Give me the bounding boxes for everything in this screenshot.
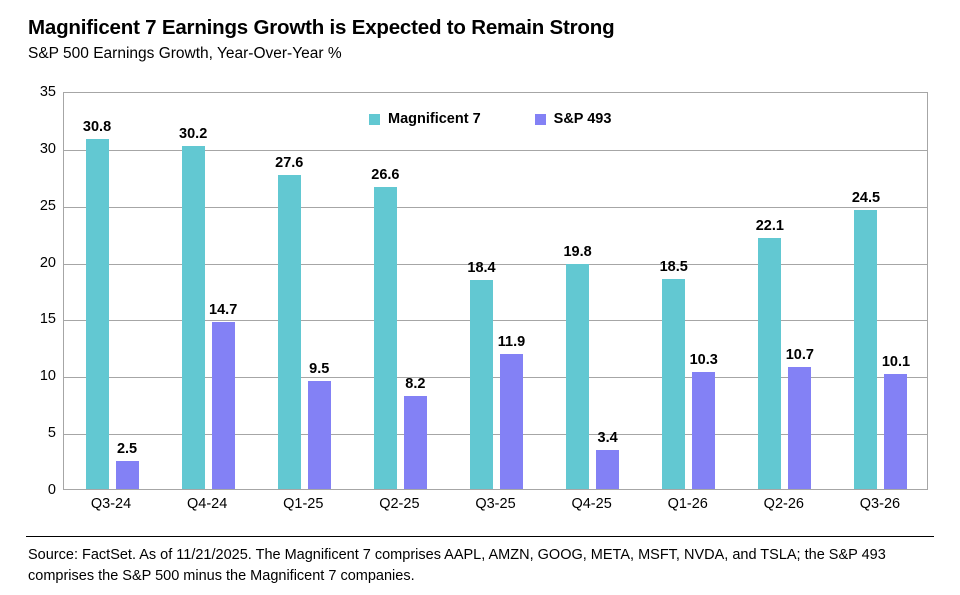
- data-label: 26.6: [371, 166, 400, 183]
- data-label: 18.5: [659, 258, 688, 275]
- bar-q4-25-mag7[interactable]: [566, 263, 590, 489]
- data-label: 27.6: [275, 155, 304, 172]
- data-label: 22.1: [755, 217, 784, 234]
- x-axis-tick-label: Q4-25: [571, 496, 612, 512]
- data-label: 9.5: [309, 360, 330, 377]
- gridline: [64, 206, 927, 208]
- x-axis-tick-label: Q3-24: [90, 496, 132, 512]
- y-axis-tick-label: 5: [47, 425, 56, 442]
- x-axis-tick-label: Q1-25: [283, 496, 324, 512]
- data-label: 30.2: [179, 125, 208, 142]
- page-subtitle: S&P 500 Earnings Growth, Year-Over-Year …: [28, 45, 342, 62]
- bar-q3-26-sp493[interactable]: [884, 374, 908, 489]
- bar-q4-24-sp493[interactable]: [211, 321, 235, 489]
- source-note: Source: FactSet. As of 11/21/2025. The M…: [28, 547, 886, 584]
- bar-q1-25-mag7[interactable]: [277, 175, 301, 489]
- gridline: [64, 263, 927, 265]
- bar-q2-26-sp493[interactable]: [788, 367, 812, 489]
- bar-q2-25-mag7[interactable]: [373, 186, 397, 489]
- bar-q3-25-mag7[interactable]: [470, 279, 493, 489]
- bar-q3-24-sp493[interactable]: [115, 460, 139, 489]
- bar-q4-24-mag7[interactable]: [181, 145, 205, 489]
- gridline: [64, 377, 927, 379]
- bar-q1-26-sp493[interactable]: [692, 371, 716, 489]
- bar-q1-26-mag7[interactable]: [662, 278, 686, 489]
- data-label: 10.7: [785, 347, 814, 364]
- x-axis-tick-label: Q4-24: [187, 496, 228, 512]
- bar-q2-25-sp493[interactable]: [403, 395, 427, 489]
- x-axis-tick-label: Q1-26: [667, 496, 708, 512]
- bar-q3-24-mag7[interactable]: [85, 138, 109, 489]
- y-axis-tick-label: 10: [39, 368, 56, 385]
- y-axis-tick-label: 0: [47, 482, 56, 498]
- x-axis-tick-label: Q3-26: [859, 496, 901, 512]
- data-label: 19.8: [563, 243, 592, 260]
- x-axis-tick-label: Q2-25: [379, 496, 420, 512]
- data-label: 14.7: [209, 301, 238, 318]
- y-axis-tick-label: 20: [39, 254, 56, 271]
- chart-legend: Magnificent 7 S&P 493: [369, 109, 611, 129]
- bar-q2-26-mag7[interactable]: [758, 237, 782, 489]
- bar-q3-25-sp493[interactable]: [500, 353, 523, 489]
- legend-label-sp493: S&P 493: [553, 111, 612, 127]
- x-axis-tick-label: Q2-26: [763, 496, 804, 512]
- legend-swatch-icon-mag7: [369, 113, 380, 125]
- data-label: 24.5: [851, 190, 881, 207]
- y-axis: 0 5 10 15 20 25 30 35: [0, 84, 56, 498]
- data-label: 3.4: [597, 430, 618, 447]
- footer-divider: [26, 536, 934, 537]
- data-label: 10.3: [689, 351, 718, 368]
- data-label: 30.8: [82, 118, 112, 135]
- legend-swatch-icon-sp493: [534, 113, 546, 125]
- legend-item-mag7[interactable]: Magnificent 7: [369, 111, 481, 127]
- data-label: 10.1: [881, 354, 911, 371]
- gridline: [64, 149, 927, 151]
- bar-q3-26-mag7[interactable]: [854, 210, 878, 489]
- gridline: [64, 320, 927, 322]
- data-label: 11.9: [497, 333, 526, 350]
- data-label: 18.4: [467, 259, 496, 276]
- y-axis-tick-label: 35: [39, 84, 56, 100]
- x-axis: Q3-24 Q4-24 Q1-25 Q2-25 Q3-25 Q4-25 Q1-26 Q2-26…: [63, 496, 928, 526]
- gridline: [64, 434, 927, 436]
- bar-q1-25-sp493[interactable]: [307, 380, 331, 489]
- legend-item-sp493[interactable]: S&P 493: [534, 111, 612, 127]
- y-axis-tick-label: 30: [39, 140, 56, 157]
- legend-label-mag7: Magnificent 7: [388, 111, 481, 127]
- page-title: Magnificent 7 Earnings Growth is Expecte…: [28, 16, 615, 39]
- y-axis-tick-label: 25: [39, 197, 56, 214]
- x-axis-tick-label: Q3-25: [475, 496, 516, 512]
- y-axis-tick-label: 15: [39, 311, 56, 328]
- data-label: 8.2: [405, 375, 426, 392]
- bar-q4-25-sp493[interactable]: [596, 450, 620, 489]
- plot-area: 30.8 2.5 30.2 14.7 27.6 9.5 26.6 8.2 18.4 11.9 19.…: [63, 92, 928, 490]
- data-label: 2.5: [116, 440, 138, 457]
